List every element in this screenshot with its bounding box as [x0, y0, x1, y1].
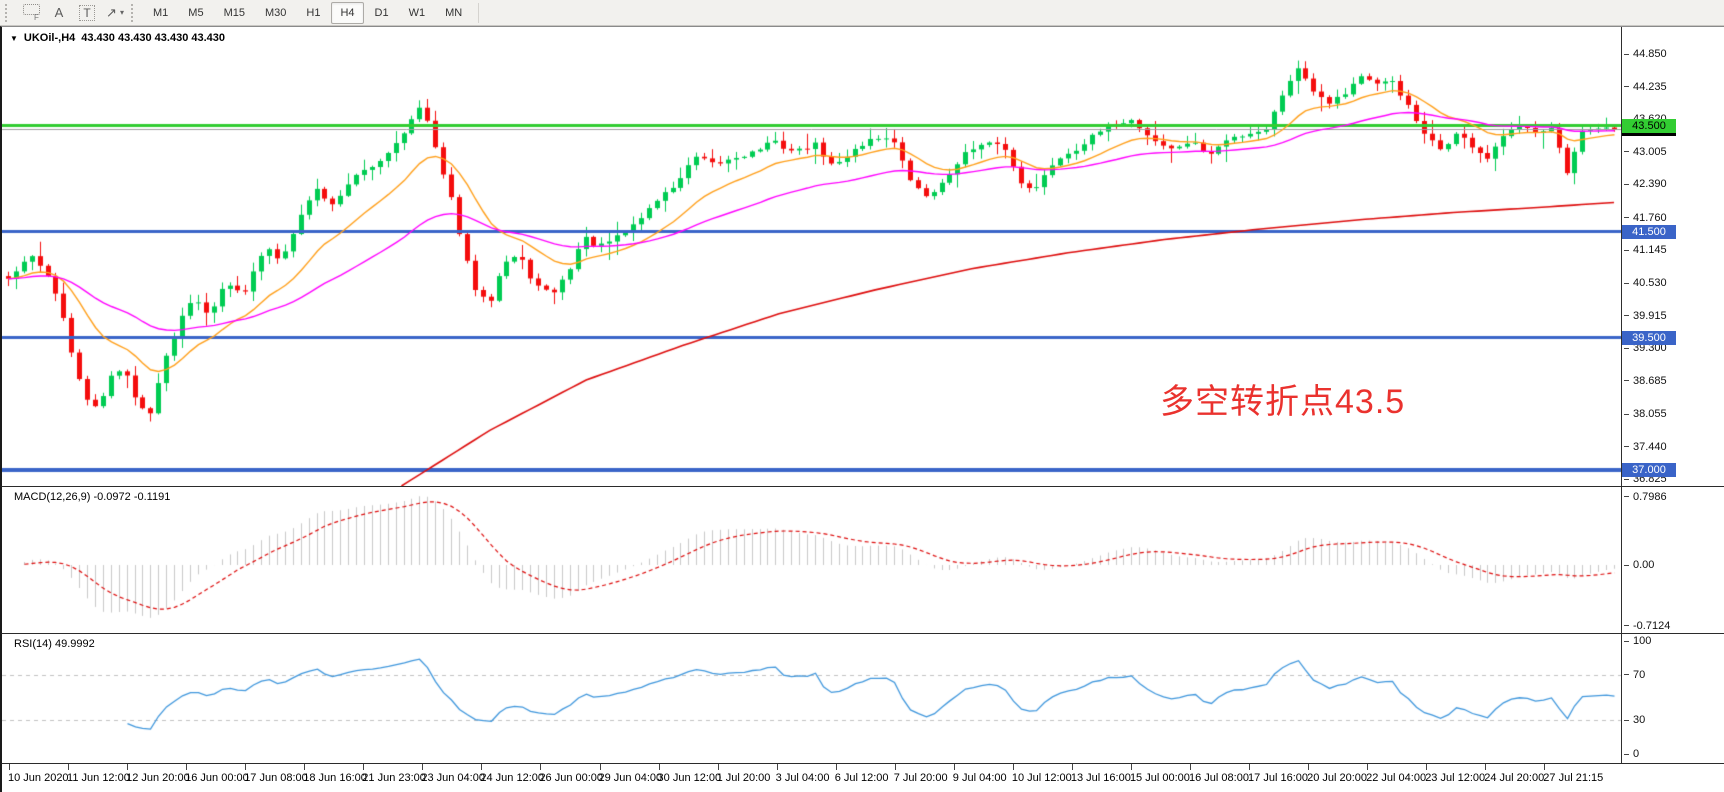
rsi-label: RSI(14) 49.9992	[14, 638, 95, 650]
dropdown-caret-icon: ▾	[119, 8, 124, 17]
main-toolbar: F A T ↗ ▾ M1 M5 M15 M30 H1 H4 D1 W1 MN	[0, 0, 1724, 26]
time-label: 20 Jul 20:00	[1307, 764, 1368, 784]
price-tick: 39.915	[1624, 310, 1667, 322]
time-label: 16 Jun 00:00	[185, 764, 249, 784]
time-label: 16 Jul 08:00	[1189, 764, 1249, 784]
rsi-tick: 0	[1624, 748, 1639, 760]
chart-annotation-text[interactable]: 多空转折点43.5	[1160, 383, 1406, 421]
macd-tick: 0.7986	[1624, 491, 1667, 503]
timeframe-h4-button[interactable]: H4	[331, 1, 364, 24]
time-label: 23 Jun 04:00	[421, 764, 485, 784]
drawing-tools-group: F A T ↗ ▾	[17, 1, 129, 25]
time-label: 11 Jun 12:00	[67, 764, 130, 784]
price-tick: 43.005	[1624, 146, 1667, 158]
timeframe-h1-button[interactable]: H1	[306, 6, 321, 19]
time-label: 30 Jun 12:00	[657, 764, 722, 784]
timeframe-m30-button[interactable]: M30	[264, 6, 287, 19]
time-label: 21 Jun 23:00	[362, 764, 426, 784]
timeframe-toolbar-grip[interactable]	[131, 3, 138, 22]
macd-axis[interactable]: 0.7986 0.00 -0.7124	[1621, 487, 1724, 633]
time-label: 24 Jul 20:00	[1484, 764, 1545, 784]
price-tick: 44.850	[1624, 48, 1667, 60]
timeframe-buttons-group: M1 M5 M15 M30 H1 H4 D1 W1 MN	[143, 1, 472, 24]
price-tick: 41.760	[1624, 212, 1667, 224]
time-label: 9 Jul 04:00	[952, 764, 1007, 784]
chart-title[interactable]: ▼ UKOil-,H4 43.430 43.430 43.430 43.430	[10, 32, 225, 44]
time-label: 22 Jul 04:00	[1366, 764, 1427, 784]
timeframe-m15-button[interactable]: M15	[223, 6, 245, 19]
time-label: 1 Jul 20:00	[716, 764, 771, 784]
macd-label: MACD(12,26,9) -0.0972 -0.1191	[14, 491, 171, 503]
text-label-tool-icon: A	[54, 5, 64, 20]
price-tick: 38.685	[1624, 375, 1667, 387]
time-label: 10 Jun 2020	[8, 764, 69, 784]
time-label: 24 Jun 12:00	[480, 764, 545, 784]
price-tick: 39.300	[1624, 342, 1667, 354]
rsi-tick: 30	[1624, 714, 1645, 726]
macd-chart-surface[interactable]	[2, 487, 1621, 633]
timeframe-m1-button[interactable]: M1	[153, 6, 169, 19]
price-axis[interactable]: 44.85044.23543.62043.00542.39041.76041.1…	[1621, 27, 1724, 486]
toolbar-grip[interactable]	[5, 3, 12, 22]
rsi-chart-surface[interactable]	[2, 634, 1621, 763]
rsi-tick: 70	[1624, 669, 1645, 681]
arrow-objects-tool-icon: ↗	[106, 4, 117, 20]
time-label: 29 Jun 04:00	[598, 764, 663, 784]
time-label: 12 Jun 20:00	[126, 764, 190, 784]
time-label: 15 Jul 00:00	[1129, 764, 1190, 784]
selection-marquee-icon	[23, 3, 41, 15]
price-flag-37.000: 37.000	[1622, 463, 1676, 478]
time-label: 27 Jul 21:15	[1543, 764, 1604, 784]
arrow-objects-tool[interactable]: ↗ ▾	[102, 1, 128, 25]
cursor-select-tool[interactable]: F	[18, 1, 44, 25]
timeframe-mn-button[interactable]: MN	[445, 6, 463, 19]
macd-tick: -0.7124	[1624, 620, 1670, 632]
time-label: 17 Jul 16:00	[1248, 764, 1308, 784]
time-label: 10 Jul 12:00	[1011, 764, 1072, 784]
time-axis[interactable]: 10 Jun 2020 11 Jun 12:00 12 Jun 20:00 16 Ju…	[0, 764, 1724, 792]
macd-tick: 0.00	[1624, 559, 1654, 571]
price-tick: 42.390	[1624, 178, 1667, 190]
ohlc-values: 43.430 43.430 43.430 43.430	[81, 32, 226, 44]
price-chart-panel: ▼ UKOil-,H4 43.430 43.430 43.430 43.430 …	[0, 26, 1724, 487]
f-subscript-label: F	[34, 13, 39, 22]
time-label: 13 Jul 16:00	[1070, 764, 1131, 784]
time-label: 6 Jul 12:00	[834, 764, 889, 784]
text-label-tool[interactable]: A	[46, 1, 72, 25]
price-flag-43.500: 43.500	[1622, 118, 1676, 133]
price-tick: 44.235	[1624, 81, 1667, 93]
symbol-timeframe-label: UKOil-,H4	[23, 32, 76, 44]
rsi-axis[interactable]: 100 70 30 0	[1621, 634, 1724, 763]
time-label: 7 Jul 20:00	[893, 764, 948, 784]
price-tick: 40.530	[1624, 277, 1667, 289]
time-label: 18 Jun 16:00	[303, 764, 367, 784]
price-flag-39.500: 39.500	[1622, 330, 1676, 345]
price-tick: 37.440	[1624, 441, 1667, 453]
time-label: 3 Jul 04:00	[775, 764, 830, 784]
time-label: 26 Jun 00:00	[539, 764, 604, 784]
macd-indicator-panel: MACD(12,26,9) -0.0972 -0.1191 0.7986 0.00…	[0, 487, 1724, 634]
time-label: 23 Jul 12:00	[1425, 764, 1486, 784]
candlestick-chart-surface[interactable]	[2, 27, 1621, 486]
text-box-tool[interactable]: T	[74, 1, 100, 25]
time-label: 17 Jun 08:00	[244, 764, 308, 784]
timeframe-m5-button[interactable]: M5	[188, 6, 204, 19]
price-flag-41.500: 41.500	[1622, 224, 1676, 239]
symbol-dropdown-icon: ▼	[10, 33, 18, 43]
rsi-tick: 100	[1624, 635, 1651, 647]
price-tick: 41.145	[1624, 244, 1667, 256]
timeframe-d1-button[interactable]: D1	[374, 6, 389, 19]
price-tick: 38.055	[1624, 408, 1667, 420]
toolbar-separator	[478, 2, 480, 23]
rsi-indicator-panel: RSI(14) 49.9992 100 70 30 0	[0, 634, 1724, 764]
text-tool-icon: T	[79, 4, 95, 21]
timeframe-w1-button[interactable]: W1	[408, 6, 426, 19]
